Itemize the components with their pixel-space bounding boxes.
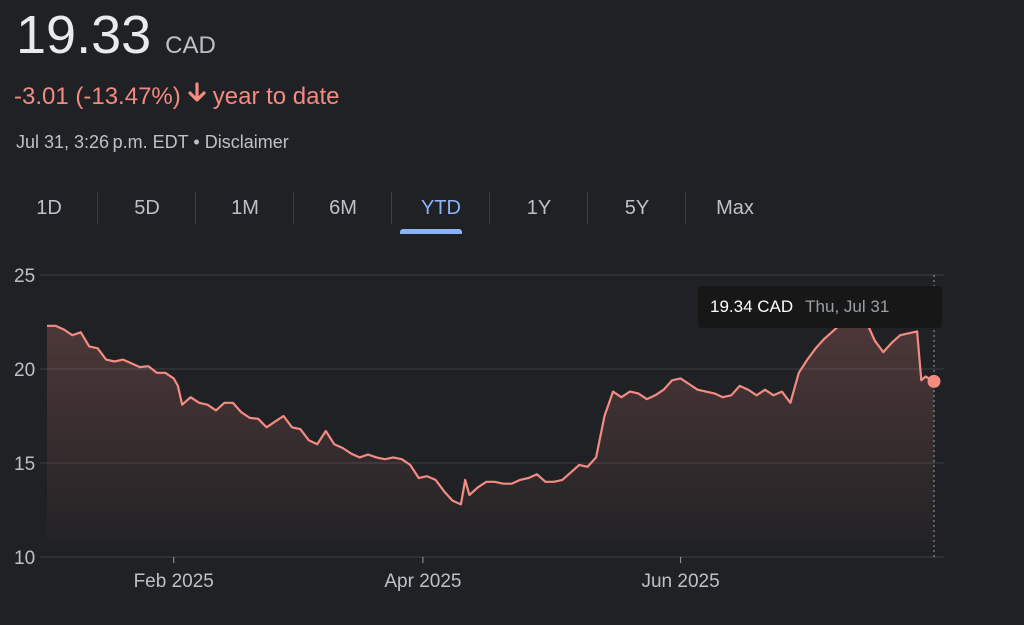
y-tick-label: 20 [14,360,35,381]
x-tick-label: Apr 2025 [384,571,461,592]
tab-label: YTD [421,196,461,219]
x-tick-label: Feb 2025 [134,571,214,592]
currency-label: CAD [165,32,216,59]
timestamp: Jul 31, 3:26 p.m. EDT [16,132,189,152]
tab-label: Max [716,196,754,219]
meta-row: Jul 31, 3:26 p.m. EDT • Disclaimer [16,132,289,153]
tab-label: 5D [134,196,160,219]
tab-label: 1D [36,196,62,219]
tooltip-value: 19.34 CAD [710,297,794,316]
tab-6m[interactable]: 6M [294,186,392,230]
x-tick-label: Jun 2025 [641,571,719,592]
y-tick-label: 25 [14,266,35,287]
change-row: -3.01 (-13.47%) year to date [14,82,340,111]
tab-label: 1Y [526,196,552,219]
tooltip-date: Thu, Jul 31 [805,297,890,316]
separator-dot: • [193,132,200,152]
tab-1y[interactable]: 1Y [490,186,588,230]
tab-1m[interactable]: 1M [196,186,294,230]
hover-point [927,374,941,388]
tab-5y[interactable]: 5Y [588,186,686,230]
range-tabs: 1D 5D 1M 6M YTD 1Y 5Y Max [0,186,784,234]
tab-1d[interactable]: 1D [0,186,98,230]
tab-label: 6M [329,196,357,219]
arrow-down-icon [187,82,207,111]
active-tab-indicator [400,229,462,234]
y-tick-label: 10 [14,548,35,569]
tab-label: 5Y [624,196,650,219]
tab-max[interactable]: Max [686,186,784,230]
tab-label: 1M [231,196,259,219]
series-line [47,319,935,506]
disclaimer-link[interactable]: Disclaimer [204,132,289,152]
change-value: -3.01 (-13.47%) [14,82,181,110]
y-tick-label: 15 [14,454,35,475]
current-price: 19.33 [16,5,152,65]
price-row: 19.33 CAD [16,4,216,66]
tab-ytd[interactable]: YTD [392,186,490,234]
chart-tooltip: 19.34 CAD Thu, Jul 31 [698,286,942,328]
tab-5d[interactable]: 5D [98,186,196,230]
change-period: year to date [212,82,340,110]
area-fill [47,320,934,557]
